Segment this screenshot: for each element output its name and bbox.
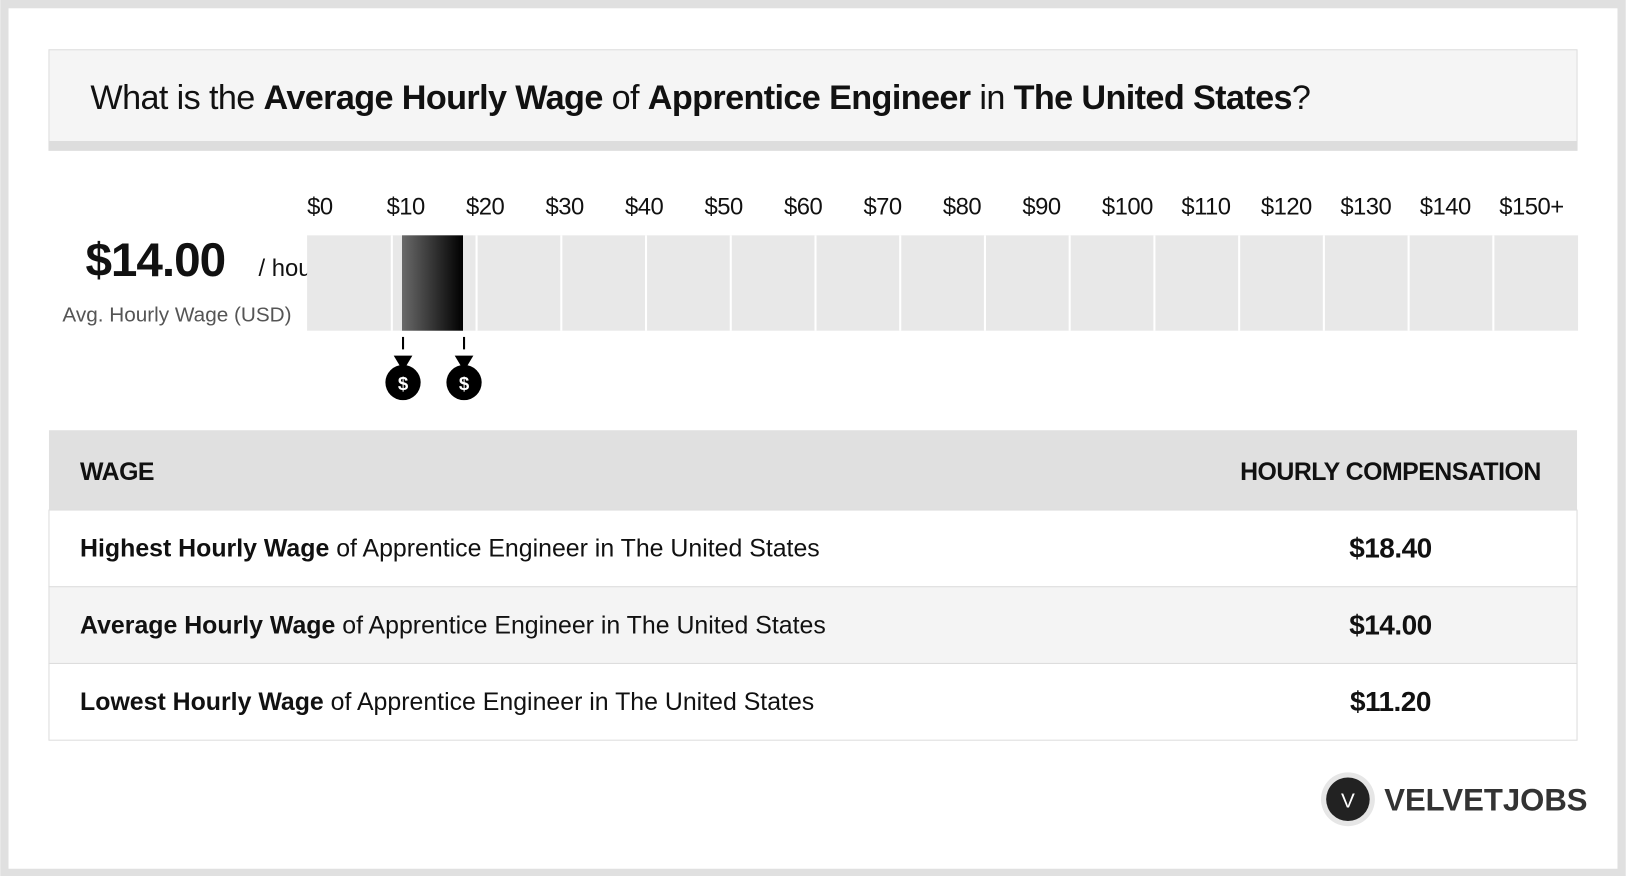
x-tick-label: $70 bbox=[863, 194, 901, 221]
summary-label: Avg. Hourly Wage (USD) bbox=[62, 303, 291, 326]
row-value: $11.20 bbox=[1350, 686, 1431, 717]
title-part: Apprentice Engineer bbox=[648, 79, 971, 117]
bag-knot bbox=[393, 355, 413, 366]
wage-range-chart: $0 $10 $20 $30 $40 $50 $60 $70 $80 $90 $100 $110 $12… bbox=[307, 194, 1579, 401]
wage-table: WAGE HOURLY COMPENSATION Highest Hourly Wa… bbox=[48, 430, 1578, 741]
logo-letter: V bbox=[1341, 790, 1355, 813]
money-bag-marker: $ bbox=[385, 336, 421, 401]
row-value: $14.00 bbox=[1349, 609, 1431, 640]
row-label: Highest Hourly Wage of Apprentice Engine… bbox=[80, 535, 820, 563]
brand-name: VELVETJOBS bbox=[1384, 783, 1587, 818]
bag-symbol: $ bbox=[459, 373, 470, 394]
row-label-part: Lowest Hourly Wage bbox=[80, 688, 324, 716]
row-label-part: of Apprentice Engineer in The United Sta… bbox=[329, 535, 819, 563]
x-tick-label: $20 bbox=[466, 194, 504, 221]
title-part: of bbox=[603, 79, 648, 117]
summary-value: $14.00 bbox=[85, 234, 225, 287]
title: What is the Average Hourly Wage of Appre… bbox=[90, 79, 1310, 117]
x-tick-label: $80 bbox=[943, 194, 981, 221]
x-tick-label: $130 bbox=[1340, 194, 1391, 221]
title-part: Average Hourly Wage bbox=[264, 79, 603, 117]
title-part: in bbox=[970, 79, 1013, 117]
column-header: WAGE bbox=[80, 458, 154, 486]
title-part: The United States bbox=[1014, 79, 1292, 117]
x-tick-label: $50 bbox=[704, 194, 742, 221]
title-underline bbox=[48, 140, 1578, 151]
x-tick-label: $150+ bbox=[1499, 194, 1563, 221]
summary: $14.00 / hour bbox=[62, 234, 333, 287]
x-tick-label: $90 bbox=[1022, 194, 1060, 221]
x-tick-label: $120 bbox=[1261, 194, 1312, 221]
bag-knot bbox=[454, 355, 474, 366]
bag-body bbox=[446, 364, 482, 401]
row-label: Lowest Hourly Wage of Apprentice Enginee… bbox=[80, 688, 814, 716]
title-part: ? bbox=[1292, 79, 1310, 117]
chart-track bbox=[307, 235, 1579, 331]
x-tick-label: $140 bbox=[1420, 194, 1471, 221]
wage-range-bar bbox=[401, 235, 464, 331]
row-value: $18.40 bbox=[1349, 533, 1431, 564]
row-label-part: Highest Hourly Wage bbox=[80, 535, 329, 563]
x-tick-label: $100 bbox=[1102, 194, 1153, 221]
x-tick-label: $110 bbox=[1181, 194, 1230, 221]
row-label-part: of Apprentice Engineer in The United Sta… bbox=[335, 611, 825, 639]
x-tick-label: $60 bbox=[784, 194, 822, 221]
table-row-bg bbox=[48, 586, 1578, 664]
row-label-part: of Apprentice Engineer in The United Sta… bbox=[324, 688, 814, 716]
column-header: HOURLY COMPENSATION bbox=[1240, 458, 1541, 486]
table-row-bg bbox=[48, 509, 1578, 588]
table-header-bg bbox=[48, 430, 1578, 511]
title-part: What is the bbox=[90, 79, 263, 117]
x-tick-label: $30 bbox=[546, 194, 584, 221]
logo-circle bbox=[1326, 777, 1370, 822]
x-tick-label: $10 bbox=[387, 194, 425, 221]
bag-symbol: $ bbox=[398, 373, 409, 394]
table-row-bg bbox=[48, 662, 1578, 741]
title-box bbox=[48, 49, 1578, 151]
money-bag-marker: $ bbox=[446, 336, 482, 401]
row-label-part: Average Hourly Wage bbox=[80, 611, 335, 639]
x-tick-label: $0 bbox=[307, 194, 333, 221]
x-tick-label: $40 bbox=[625, 194, 663, 221]
bag-body bbox=[385, 364, 421, 401]
row-label: Average Hourly Wage of Apprentice Engine… bbox=[80, 611, 826, 639]
